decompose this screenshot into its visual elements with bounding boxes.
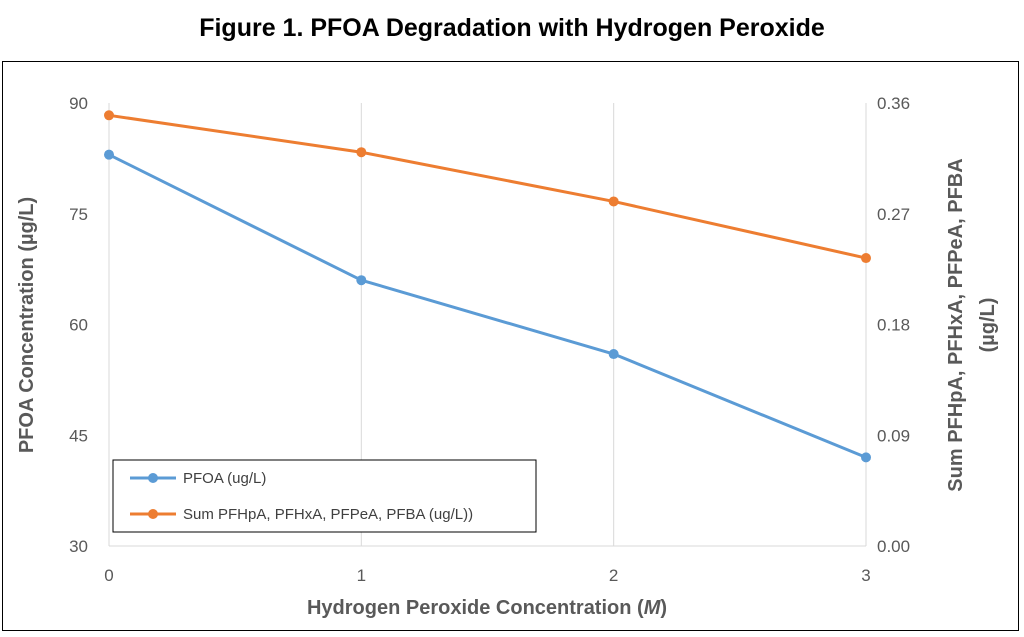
data-point-0-0 bbox=[104, 149, 114, 160]
legend-box bbox=[112, 459, 537, 533]
legend-label-0: PFOA (ug/L) bbox=[183, 470, 266, 487]
tick-labels: 0 1 2 3 30 45 60 75 90 0.00 0.09 0.18 0.27 0.36 bbox=[69, 94, 910, 585]
chart-title: Figure 1. PFOA Degradation with Hydrogen… bbox=[199, 14, 825, 42]
y2-tick-label: 0.27 bbox=[877, 205, 910, 224]
x-axis-title: Hydrogen Peroxide Concentration (M) bbox=[307, 597, 667, 619]
data-point-1-2 bbox=[608, 196, 619, 207]
y2-tick-label: 0.00 bbox=[877, 537, 910, 556]
data-point-0-2 bbox=[608, 349, 619, 360]
data-point-0-1 bbox=[356, 275, 367, 286]
y-tick-label: 60 bbox=[69, 316, 88, 335]
legend-marker-0 bbox=[148, 473, 158, 483]
y2-axis-title-line1: Sum PFHpA, PFHxA, PFPeA, PFBA bbox=[945, 158, 967, 491]
data-point-1-3 bbox=[861, 253, 871, 264]
y-tick-label: 45 bbox=[69, 426, 88, 445]
axes bbox=[108, 103, 866, 547]
y-tick-label: 75 bbox=[69, 205, 88, 224]
y2-axis-title-line2: (µg/L) bbox=[977, 298, 999, 353]
y-tick-label: 90 bbox=[69, 94, 88, 113]
series-line-0 bbox=[108, 153, 867, 459]
x-tick-label: 0 bbox=[104, 566, 113, 585]
x-tick-label: 1 bbox=[357, 566, 366, 585]
series-group bbox=[104, 110, 871, 463]
chart-frame bbox=[2, 61, 1019, 631]
data-point-1-1 bbox=[356, 147, 367, 158]
data-point-0-3 bbox=[861, 452, 871, 463]
y-axis-title: PFOA Concentration (µg/L) bbox=[16, 197, 38, 453]
legend-marker-1 bbox=[148, 509, 158, 519]
legend-label-1: Sum PFHpA, PFHxA, PFPeA, PFBA (ug/L)) bbox=[183, 506, 473, 523]
legend: PFOA (ug/L) Sum PFHpA, PFHxA, PFPeA, PFBA… bbox=[112, 459, 537, 533]
series-line-1 bbox=[108, 113, 867, 260]
y2-tick-label: 0.36 bbox=[877, 94, 910, 113]
y-tick-label: 30 bbox=[69, 537, 88, 556]
x-tick-label: 3 bbox=[861, 566, 870, 585]
x-tick-label: 2 bbox=[609, 566, 618, 585]
y2-tick-label: 0.18 bbox=[877, 316, 910, 335]
data-point-1-0 bbox=[104, 110, 114, 121]
y2-tick-label: 0.09 bbox=[877, 426, 910, 445]
